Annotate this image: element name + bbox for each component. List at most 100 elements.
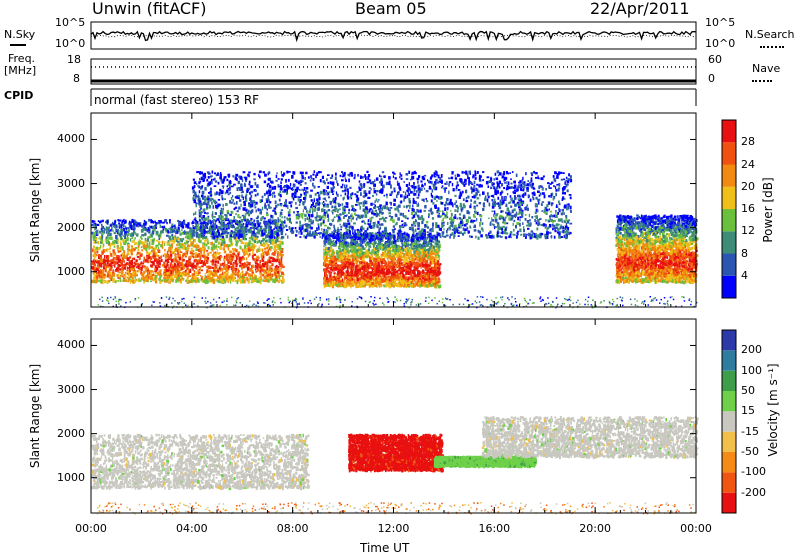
echo-cell [236, 249, 238, 252]
echo-cell [115, 280, 117, 283]
echo-cell [191, 265, 193, 268]
echo-cell [181, 244, 183, 246]
echo-cell [355, 258, 357, 260]
echo-cell [260, 270, 262, 272]
echo-cell [114, 232, 116, 234]
echo-cell [132, 226, 134, 229]
echo-cell [350, 255, 352, 258]
echo-cell [132, 277, 134, 279]
echo-cell [93, 278, 95, 280]
echo-cell [231, 276, 233, 279]
echo-cell [257, 280, 260, 283]
echo-cell [418, 279, 420, 282]
echo-cell [242, 263, 244, 266]
echo-cell [100, 279, 103, 283]
echo-cell [432, 285, 434, 287]
echo-cell [111, 261, 114, 264]
echo-cell [264, 248, 266, 250]
echo-cell [130, 274, 133, 276]
echo-cell [121, 236, 122, 238]
echo-cell [201, 269, 203, 271]
echo-cell [337, 277, 339, 279]
echo-cell [435, 249, 436, 253]
echo-cell [150, 219, 152, 221]
echo-cell [180, 270, 182, 272]
echo-cell [261, 264, 262, 266]
echo-cell [183, 278, 185, 280]
echo-cell [388, 262, 390, 266]
echo-cell [400, 255, 402, 258]
echo-cell [159, 281, 161, 284]
echo-cell [330, 247, 332, 250]
echo-cell [135, 259, 137, 262]
echo-cell [395, 252, 397, 255]
echo-cell [366, 245, 367, 247]
echo-cell [415, 267, 418, 269]
echo-cell [201, 276, 203, 278]
echo-cell [92, 248, 94, 252]
echo-cell [397, 240, 399, 242]
echo-cell [339, 266, 342, 268]
echo-cell [210, 260, 212, 262]
echo-cell [144, 245, 146, 247]
echo-cell [106, 249, 107, 251]
echo-cell [248, 248, 250, 252]
echo-cell [134, 262, 136, 264]
echo-cell [181, 232, 183, 235]
echo-cell [141, 225, 143, 228]
echo-cell [411, 284, 413, 287]
echo-cell [94, 249, 97, 251]
echo-cell [417, 274, 420, 277]
echo-cell [131, 260, 133, 264]
echo-cell [400, 253, 402, 256]
echo-cell [277, 256, 280, 258]
echo-cell [174, 264, 177, 267]
echo-cell [235, 243, 238, 246]
echo-cell [190, 228, 192, 231]
echo-cell [235, 264, 237, 267]
echo-cell [141, 229, 144, 233]
echo-cell [155, 272, 158, 274]
echo-cell [438, 246, 440, 249]
echo-cell [201, 265, 204, 267]
echo-cell [105, 263, 107, 266]
echo-cell [144, 257, 146, 260]
echo-cell [330, 253, 331, 256]
echo-cell [120, 231, 122, 234]
echo-cell [355, 248, 357, 251]
echo-cell [232, 268, 234, 272]
echo-cell [415, 282, 417, 284]
echo-cell [222, 271, 224, 275]
echo-cell [128, 234, 130, 236]
echo-cell [239, 257, 242, 261]
echo-cell [407, 280, 408, 282]
echo-cell [403, 245, 405, 247]
echo-cell [208, 270, 211, 272]
echo-cell [163, 226, 165, 228]
echo-cell [344, 276, 347, 279]
echo-cell [361, 273, 364, 276]
echo-cell [168, 256, 170, 260]
echo-cell [270, 267, 272, 269]
echo-cell [195, 280, 197, 284]
echo-cell [151, 261, 153, 263]
echo-cell [270, 257, 273, 260]
echo-cell [150, 277, 153, 280]
echo-cell [154, 221, 156, 223]
echo-cell [398, 276, 399, 279]
echo-cell [349, 276, 352, 280]
echo-cell [142, 242, 144, 245]
echo-cell [164, 249, 166, 251]
echo-cell [223, 247, 225, 250]
echo-cell [117, 257, 119, 260]
echo-cell [259, 260, 261, 262]
echo-cell [177, 231, 179, 234]
echo-cell [120, 248, 122, 251]
echo-cell [93, 236, 94, 238]
echo-cell [193, 244, 194, 246]
echo-cell [154, 259, 157, 261]
echo-cell [352, 258, 354, 262]
echo-cell [215, 252, 217, 254]
echo-cell [370, 255, 372, 257]
echo-cell [107, 281, 109, 285]
